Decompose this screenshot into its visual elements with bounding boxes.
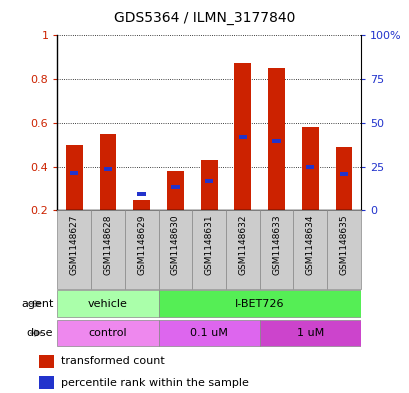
Text: 0.1 uM: 0.1 uM xyxy=(190,328,227,338)
Bar xyxy=(234,63,251,210)
Text: GSM1148635: GSM1148635 xyxy=(339,214,348,275)
Text: GSM1148630: GSM1148630 xyxy=(171,214,180,275)
Text: GSM1148634: GSM1148634 xyxy=(305,214,314,275)
FancyBboxPatch shape xyxy=(326,210,360,289)
Bar xyxy=(66,145,83,210)
Text: GSM1148627: GSM1148627 xyxy=(70,214,79,275)
Text: dose: dose xyxy=(27,328,53,338)
FancyBboxPatch shape xyxy=(158,320,259,346)
Text: vehicle: vehicle xyxy=(88,299,128,309)
Text: control: control xyxy=(88,328,127,338)
Text: percentile rank within the sample: percentile rank within the sample xyxy=(61,378,248,387)
Text: agent: agent xyxy=(21,299,53,309)
Text: transformed count: transformed count xyxy=(61,356,164,366)
Text: GSM1148633: GSM1148633 xyxy=(271,214,280,275)
Bar xyxy=(99,134,116,210)
FancyBboxPatch shape xyxy=(192,210,225,289)
Text: GDS5364 / ILMN_3177840: GDS5364 / ILMN_3177840 xyxy=(114,11,295,25)
Bar xyxy=(305,165,314,169)
Bar xyxy=(171,185,179,189)
FancyBboxPatch shape xyxy=(57,290,158,317)
FancyBboxPatch shape xyxy=(225,210,259,289)
Bar xyxy=(238,135,247,139)
FancyBboxPatch shape xyxy=(57,210,91,289)
Bar xyxy=(70,171,78,175)
FancyBboxPatch shape xyxy=(293,210,326,289)
Bar xyxy=(335,147,351,210)
Bar xyxy=(301,127,318,210)
Bar xyxy=(200,160,217,210)
FancyBboxPatch shape xyxy=(259,320,360,346)
Bar xyxy=(137,192,146,196)
Text: GSM1148632: GSM1148632 xyxy=(238,214,247,275)
Text: GSM1148629: GSM1148629 xyxy=(137,214,146,275)
FancyBboxPatch shape xyxy=(158,290,360,317)
Bar xyxy=(103,167,112,171)
Text: GSM1148631: GSM1148631 xyxy=(204,214,213,275)
FancyBboxPatch shape xyxy=(259,210,293,289)
FancyBboxPatch shape xyxy=(158,210,192,289)
Bar xyxy=(204,179,213,183)
Bar xyxy=(133,200,150,210)
FancyBboxPatch shape xyxy=(124,210,158,289)
Bar xyxy=(267,68,284,210)
Text: I-BET726: I-BET726 xyxy=(234,299,284,309)
Text: GSM1148628: GSM1148628 xyxy=(103,214,112,275)
FancyBboxPatch shape xyxy=(57,320,158,346)
Bar xyxy=(39,354,54,368)
Bar xyxy=(166,171,183,210)
Bar xyxy=(272,140,280,143)
Bar xyxy=(339,172,347,176)
FancyBboxPatch shape xyxy=(91,210,124,289)
Bar xyxy=(39,376,54,389)
Text: 1 uM: 1 uM xyxy=(296,328,323,338)
